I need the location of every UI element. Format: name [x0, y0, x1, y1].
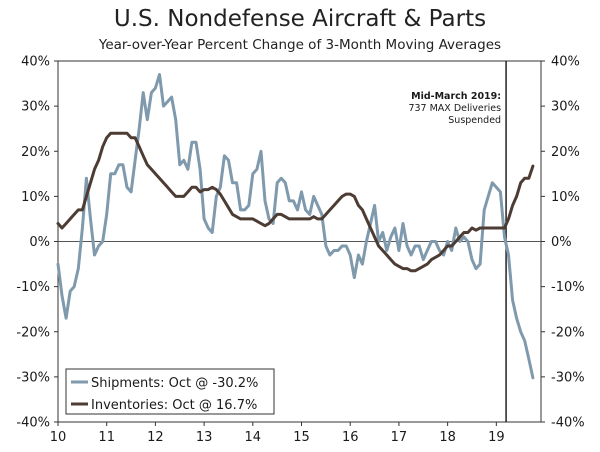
y-tick-label-right: 20% — [551, 145, 580, 160]
y-tick-label-right: 0% — [551, 235, 572, 250]
chart-title: U.S. Nondefense Aircraft & Parts — [113, 6, 487, 32]
y-axis-right: -40% -30% -20% -10% 0% 10% 20% 30% 40% — [541, 55, 585, 431]
annotation-line: Mid-March 2019: — [411, 91, 501, 102]
y-axis-left: -40% -30% -20% -10% 0% 10% 20% 30% 40% — [16, 55, 58, 431]
series-lines — [56, 73, 535, 380]
legend-label-shipments: Shipments: Oct @ -30.2% — [91, 376, 258, 391]
x-tick-label: 14 — [245, 430, 262, 445]
y-tick-label-left: 10% — [21, 190, 50, 205]
x-tick-label: 12 — [147, 430, 164, 445]
y-tick-label-right: 40% — [551, 55, 580, 70]
y-tick-label-right: -40% — [551, 416, 585, 431]
x-tick-label: 19 — [488, 430, 505, 445]
annotation-line: 737 MAX Deliveries — [408, 103, 501, 114]
y-tick-label-left: -10% — [16, 280, 50, 295]
y-tick-label-left: 0% — [29, 235, 50, 250]
x-tick-label: 10 — [50, 430, 67, 445]
chart-subtitle: Year-over-Year Percent Change of 3-Month… — [98, 37, 502, 53]
y-tick-label-left: -40% — [16, 416, 50, 431]
y-tick-label-left: -30% — [16, 370, 50, 385]
x-tick-label: 13 — [196, 430, 213, 445]
x-tick-label: 15 — [293, 430, 310, 445]
y-tick-label-right: 10% — [551, 190, 580, 205]
x-tick-label: 18 — [439, 430, 456, 445]
y-tick-label-right: -10% — [551, 280, 585, 295]
y-tick-label-right: 30% — [551, 100, 580, 115]
y-tick-label-left: -20% — [16, 325, 50, 340]
annotation-line: Suspended — [448, 115, 501, 126]
x-tick-label: 17 — [391, 430, 408, 445]
x-tick-label: 16 — [342, 430, 359, 445]
x-tick-label: 11 — [98, 430, 115, 445]
legend-box — [65, 368, 275, 415]
legend: Shipments: Oct @ -30.2% Inventories: Oct … — [65, 368, 275, 415]
y-tick-label-left: 20% — [21, 145, 50, 160]
y-tick-label-left: 30% — [21, 100, 50, 115]
x-axis: 10 11 12 13 14 15 16 17 18 19 — [50, 422, 505, 445]
series-line-inventories — [56, 131, 535, 273]
y-tick-label-right: -20% — [551, 325, 585, 340]
y-tick-label-left: 40% — [21, 55, 50, 70]
annotation: Mid-March 2019:737 MAX DeliveriesSuspend… — [408, 91, 501, 126]
y-tick-label-right: -30% — [551, 370, 585, 385]
legend-label-inventories: Inventories: Oct @ 16.7% — [91, 398, 257, 413]
